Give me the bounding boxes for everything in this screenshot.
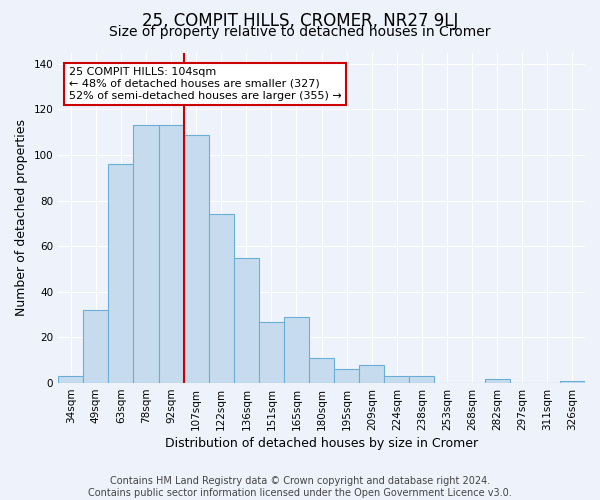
Bar	[133, 126, 158, 383]
Text: 25, COMPIT HILLS, CROMER, NR27 9LJ: 25, COMPIT HILLS, CROMER, NR27 9LJ	[142, 12, 458, 30]
Bar	[234, 258, 259, 383]
Bar	[334, 370, 359, 383]
Bar	[158, 126, 184, 383]
Text: Contains HM Land Registry data © Crown copyright and database right 2024.
Contai: Contains HM Land Registry data © Crown c…	[88, 476, 512, 498]
Bar	[560, 381, 585, 383]
Bar	[259, 322, 284, 383]
Bar	[284, 317, 309, 383]
Text: Size of property relative to detached houses in Cromer: Size of property relative to detached ho…	[109, 25, 491, 39]
Bar	[409, 376, 434, 383]
Bar	[109, 164, 133, 383]
Bar	[485, 378, 510, 383]
Bar	[359, 365, 385, 383]
Text: 25 COMPIT HILLS: 104sqm
← 48% of detached houses are smaller (327)
52% of semi-d: 25 COMPIT HILLS: 104sqm ← 48% of detache…	[69, 68, 341, 100]
Bar	[58, 376, 83, 383]
Y-axis label: Number of detached properties: Number of detached properties	[15, 120, 28, 316]
Bar	[184, 134, 209, 383]
X-axis label: Distribution of detached houses by size in Cromer: Distribution of detached houses by size …	[165, 437, 478, 450]
Bar	[83, 310, 109, 383]
Bar	[209, 214, 234, 383]
Bar	[385, 376, 409, 383]
Bar	[309, 358, 334, 383]
